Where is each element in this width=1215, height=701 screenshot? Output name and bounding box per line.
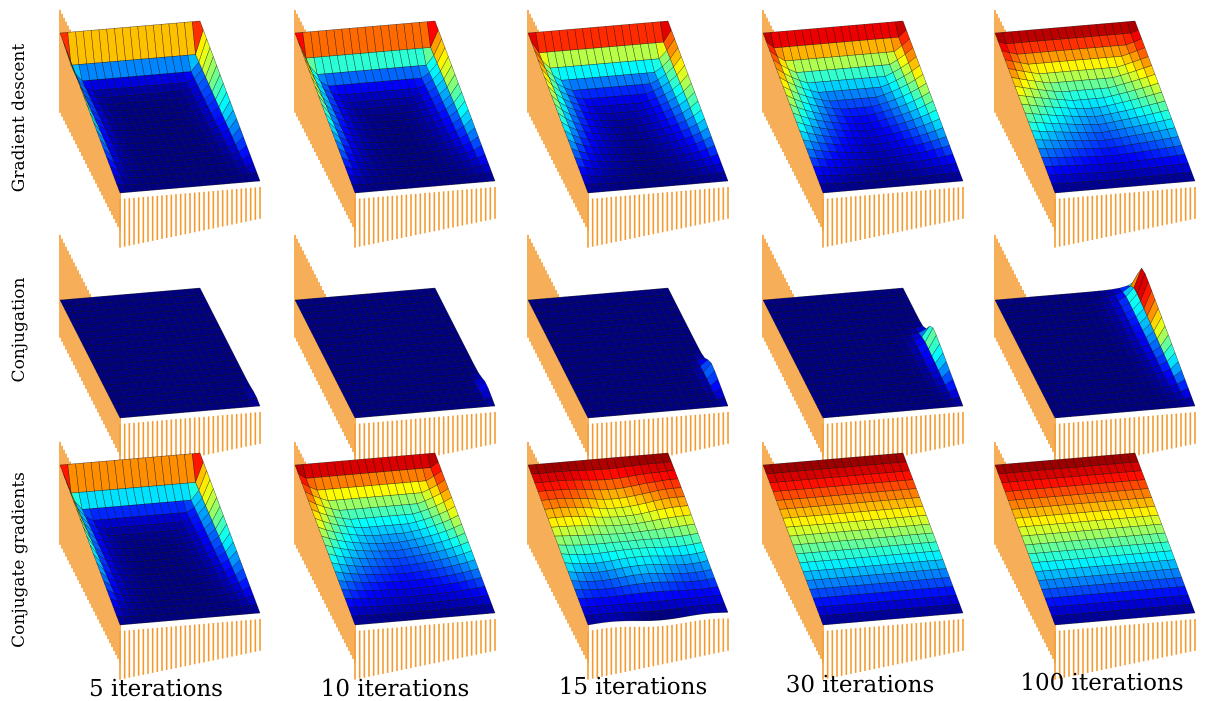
surface-patch (483, 171, 496, 182)
surface-plot (59, 441, 261, 680)
surface-plot (294, 9, 496, 248)
surface-plot (527, 234, 729, 473)
surface-plot (59, 9, 261, 248)
surface-plot (527, 9, 729, 248)
surface-plot (294, 234, 496, 473)
surface-plot (294, 441, 496, 680)
surface-patch (248, 171, 261, 182)
surface-plot (59, 234, 261, 473)
panels (59, 9, 1196, 680)
surface-plot (994, 234, 1196, 473)
surface-plot (994, 9, 1196, 248)
surface-plot (762, 9, 964, 248)
surface-plot (762, 234, 964, 473)
surface-plot (527, 441, 729, 680)
